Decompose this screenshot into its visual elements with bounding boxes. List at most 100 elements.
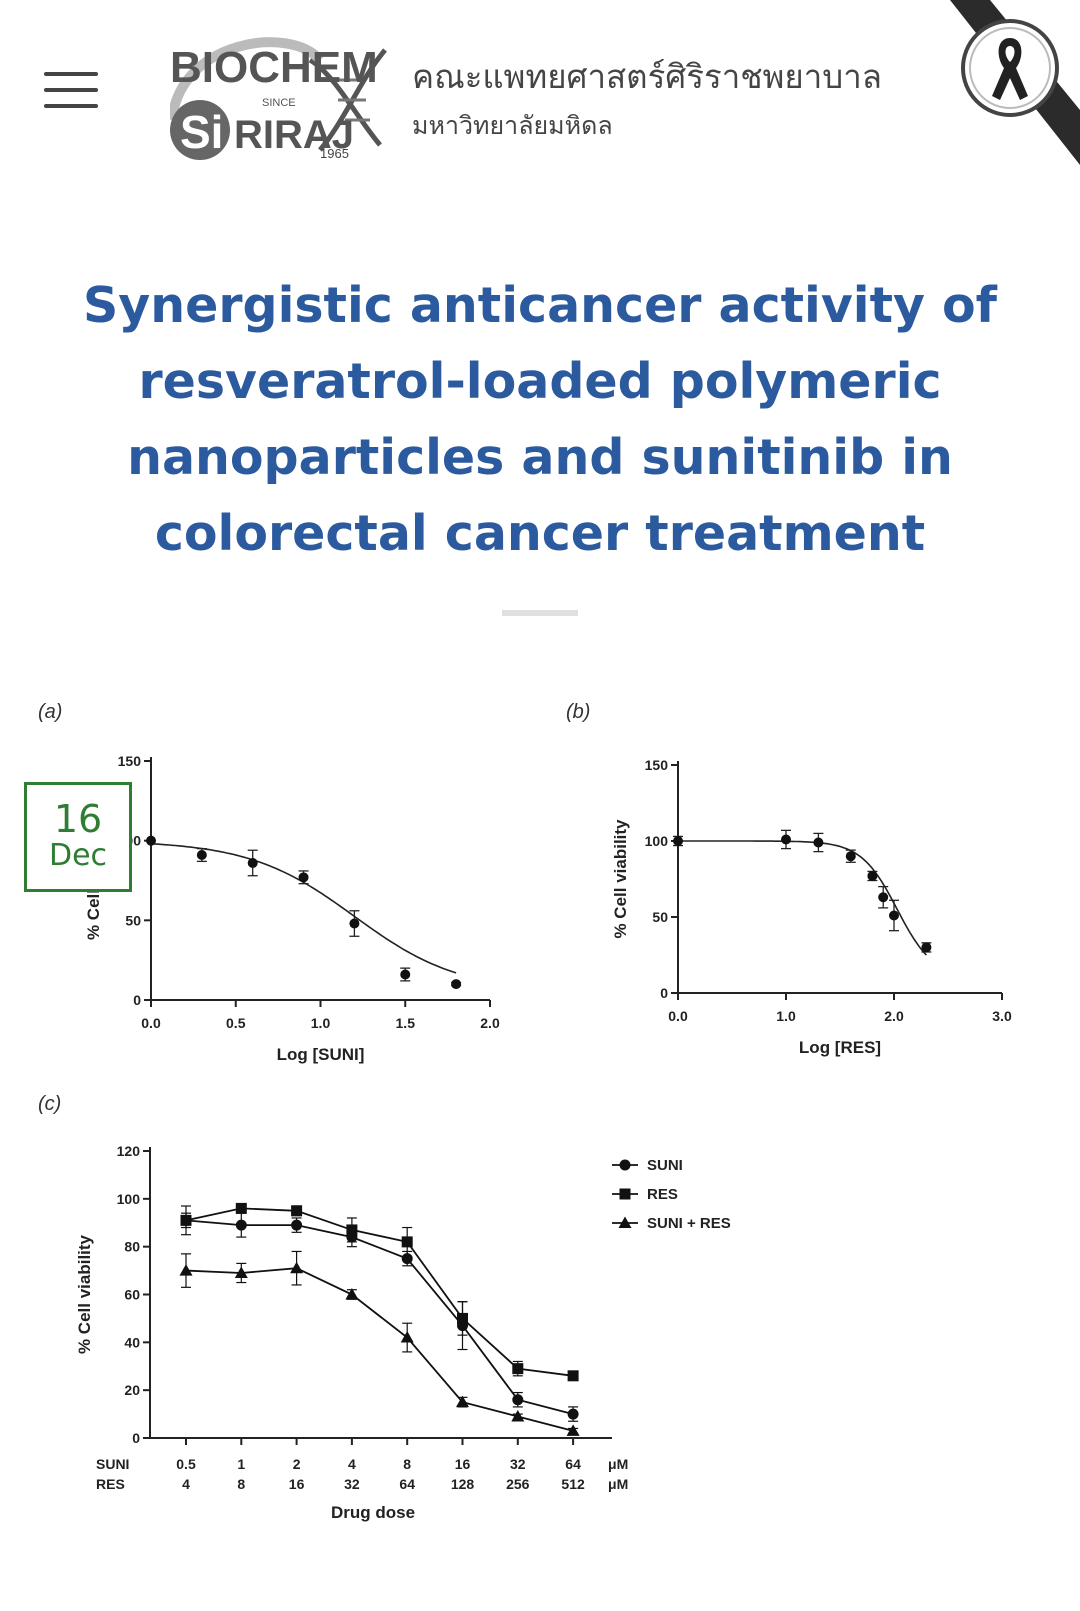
- x-tick-label: 0.0: [141, 1015, 161, 1031]
- y-tick-label: 40: [124, 1334, 140, 1350]
- x-axis-title: Drug dose: [331, 1503, 415, 1522]
- data-point: [566, 1424, 580, 1436]
- data-point: [867, 870, 878, 881]
- x-tick-label-suni: 32: [510, 1456, 526, 1472]
- series-line: [185, 1219, 574, 1415]
- data-point: [813, 837, 824, 848]
- x-tick-label: 0.0: [668, 1008, 688, 1024]
- data-point: [291, 1219, 303, 1231]
- x-tick-label-res: 8: [237, 1476, 245, 1492]
- logo-riraj-text: RIRAJ: [234, 113, 354, 157]
- logo-biochem-text: BIOCHEM: [170, 43, 378, 92]
- date-badge: 16 Dec: [24, 782, 132, 892]
- row-label-res: RES: [96, 1476, 125, 1492]
- logo-year-text: 1965: [320, 146, 349, 161]
- x-tick-label-res: 512: [561, 1476, 585, 1492]
- data-point: [298, 872, 309, 883]
- data-point: [845, 851, 856, 862]
- legend-label: SUNI: [647, 1157, 683, 1174]
- university-name: มหาวิทยาลัยมหิดล: [412, 111, 613, 140]
- x-tick-label-suni: 0.5: [176, 1456, 196, 1472]
- data-point: [291, 1205, 303, 1217]
- data-point: [146, 835, 156, 846]
- y-tick-label: 0: [133, 992, 141, 1008]
- mourning-ribbon-icon: [950, 0, 1080, 165]
- y-axis-title: % Cell viability: [611, 819, 630, 939]
- x-tick-label: 3.0: [992, 1008, 1012, 1024]
- article-title: Synergistic anticancer activity of resve…: [82, 277, 997, 562]
- row-label-suni: SUNI: [96, 1456, 129, 1472]
- data-point: [451, 979, 462, 990]
- data-point: [247, 857, 258, 868]
- unit-label: μM: [608, 1476, 628, 1492]
- x-tick-label-res: 4: [182, 1476, 190, 1492]
- unit-label: μM: [608, 1456, 628, 1472]
- data-point: [400, 1331, 414, 1343]
- x-tick-label-res: 256: [506, 1476, 530, 1492]
- y-tick-label: 20: [124, 1382, 140, 1398]
- y-tick-label: 100: [645, 833, 669, 849]
- y-tick-label: 100: [117, 1191, 141, 1207]
- hamburger-menu-icon[interactable]: [44, 72, 98, 112]
- title-divider: [502, 610, 578, 616]
- x-tick-label-suni: 4: [348, 1456, 356, 1472]
- data-point: [921, 942, 932, 953]
- site-header: BIOCHEM SINCE Si RIRAJ 1965 คณะแพทยศาสตร…: [0, 0, 1080, 190]
- date-month: Dec: [48, 838, 108, 873]
- x-tick-label: 1.5: [396, 1015, 416, 1031]
- y-tick-label: 50: [652, 909, 668, 925]
- data-point: [401, 1236, 413, 1248]
- legend-marker: [618, 1216, 632, 1228]
- menu-line: [44, 72, 98, 76]
- panel-label: (c): [38, 1093, 61, 1115]
- x-tick-label-res: 64: [399, 1476, 415, 1492]
- fit-curve: [678, 840, 927, 956]
- y-tick-label: 150: [645, 757, 669, 773]
- data-point: [235, 1219, 247, 1231]
- x-tick-label-suni: 2: [293, 1456, 301, 1472]
- data-point: [196, 850, 207, 861]
- data-point: [512, 1363, 524, 1375]
- data-point: [179, 1264, 193, 1276]
- data-point: [512, 1394, 524, 1406]
- data-point: [567, 1408, 579, 1420]
- y-tick-label: 120: [117, 1143, 141, 1159]
- y-tick-label: 80: [124, 1239, 140, 1255]
- series-line: [185, 1267, 574, 1432]
- legend-label: RES: [647, 1186, 678, 1203]
- x-tick-label-res: 32: [344, 1476, 360, 1492]
- data-point: [180, 1214, 192, 1226]
- logo-si-text: Si: [180, 106, 223, 158]
- data-point: [781, 834, 791, 845]
- x-tick-label-res: 128: [451, 1476, 475, 1492]
- x-tick-label: 1.0: [776, 1008, 796, 1024]
- data-point: [234, 1266, 248, 1278]
- y-tick-label: 0: [660, 985, 668, 1001]
- fit-curve: [150, 843, 457, 974]
- faculty-name: คณะแพทยศาสตร์ศิริราชพยาบาล: [412, 57, 882, 96]
- x-axis-title: Log [SUNI]: [277, 1045, 365, 1064]
- data-point: [290, 1261, 304, 1274]
- y-axis-title: % Cell viability: [75, 1234, 94, 1354]
- legend-marker: [619, 1188, 631, 1200]
- series-line: [185, 1207, 574, 1377]
- data-point: [511, 1409, 525, 1422]
- y-tick-label: 0: [132, 1430, 140, 1446]
- data-point: [235, 1202, 247, 1214]
- date-day: 16: [53, 797, 103, 841]
- menu-line: [44, 104, 98, 108]
- x-tick-label: 0.5: [226, 1015, 246, 1031]
- data-point: [889, 910, 899, 921]
- data-point: [349, 918, 360, 929]
- menu-line: [44, 88, 98, 92]
- data-point: [673, 836, 683, 846]
- logo-since-text: SINCE: [262, 97, 296, 109]
- y-tick-label: 50: [125, 912, 141, 928]
- x-tick-label-res: 16: [289, 1476, 305, 1492]
- x-tick-label-suni: 64: [565, 1456, 581, 1472]
- data-point: [457, 1312, 468, 1324]
- x-tick-label-suni: 1: [237, 1456, 245, 1472]
- biochem-siriraj-logo[interactable]: BIOCHEM SINCE Si RIRAJ 1965: [170, 20, 400, 170]
- data-point: [567, 1370, 579, 1382]
